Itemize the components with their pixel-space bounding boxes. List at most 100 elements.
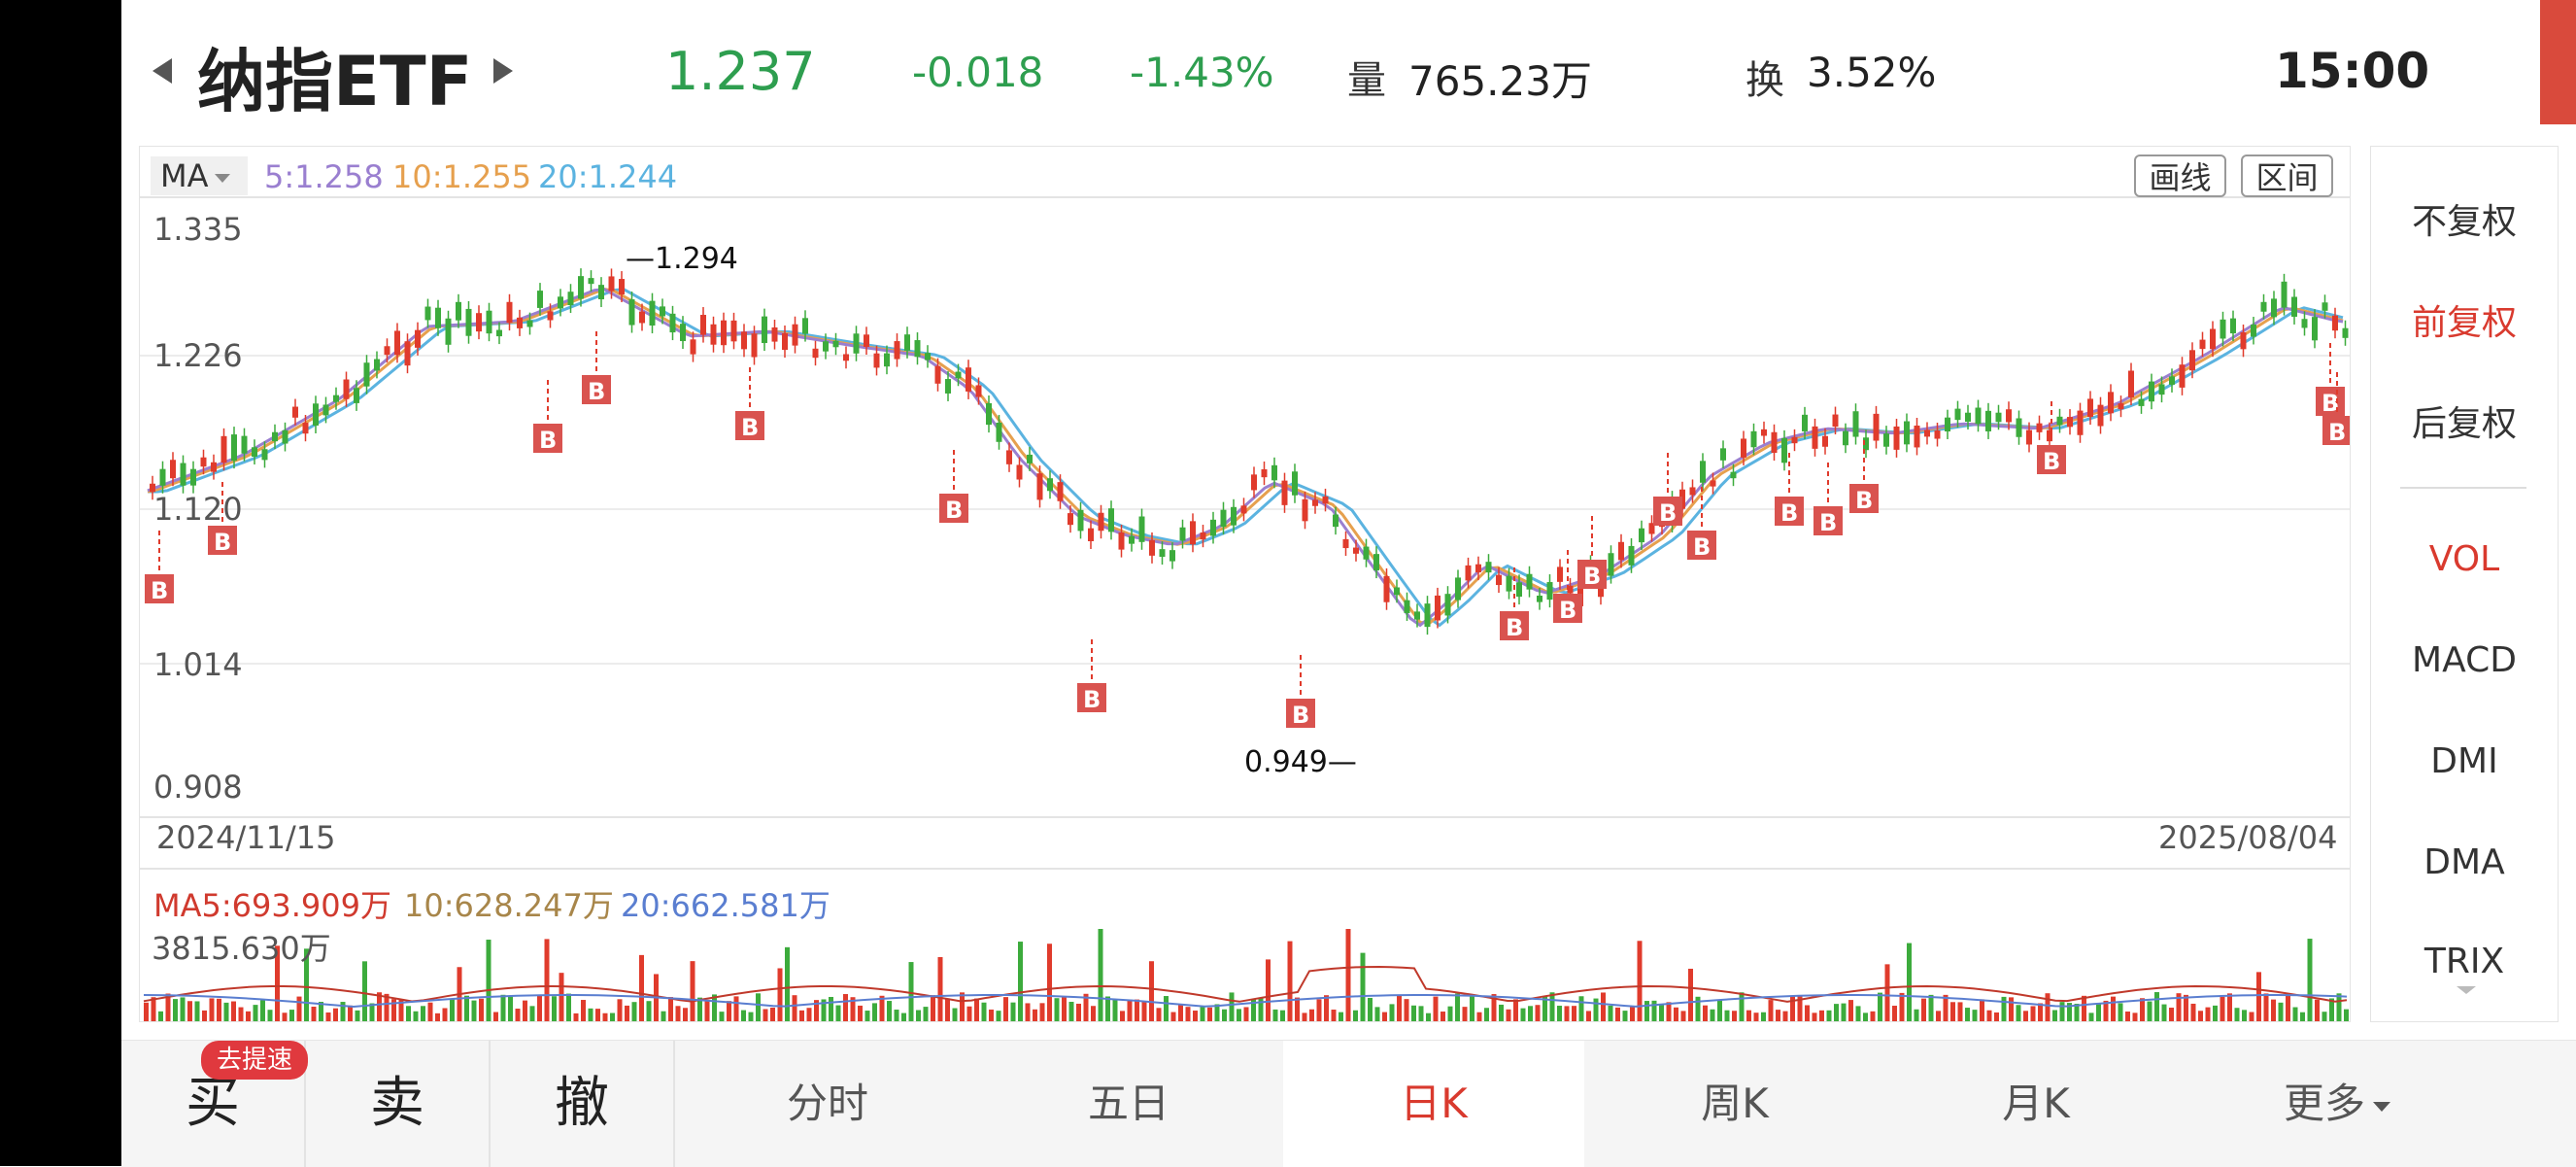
volume-bar xyxy=(2234,1008,2240,1021)
volume-bar xyxy=(960,992,965,1021)
indicator-dma[interactable]: DMA xyxy=(2423,842,2505,882)
volume-bar xyxy=(1105,996,1110,1021)
volume-bar xyxy=(2038,1003,2043,1021)
tab-monthly-k[interactable]: 月K xyxy=(2002,1080,2070,1127)
candle xyxy=(2047,429,2052,442)
volume-bar xyxy=(552,996,557,1021)
adj-backward-option[interactable]: 后复权 xyxy=(2411,404,2517,444)
candle xyxy=(2097,404,2104,427)
volume-bar xyxy=(2147,1001,2152,1021)
ma5-line xyxy=(147,288,2344,628)
volume-bar xyxy=(1025,1003,1031,1021)
candle xyxy=(2271,298,2277,318)
tab-intraday[interactable]: 分时 xyxy=(786,1080,868,1127)
indicator-macd[interactable]: MACD xyxy=(2412,640,2517,680)
volume-bar xyxy=(1295,997,1300,1021)
volume-bar xyxy=(1972,1010,1978,1021)
volume-bar xyxy=(1674,1007,1678,1021)
candle xyxy=(1047,478,1053,492)
volume-bar xyxy=(319,1002,323,1021)
volume-bar xyxy=(1120,1011,1125,1021)
indicator-dmi[interactable]: DMI xyxy=(2430,741,2498,781)
volume-bar xyxy=(2176,993,2182,1021)
volume-bar xyxy=(1863,1013,1868,1021)
buy-button[interactable]: 买 xyxy=(121,1041,306,1167)
volume-bar xyxy=(814,1000,819,1021)
candle xyxy=(1526,573,1533,590)
volume-bar xyxy=(1601,992,1606,1021)
prev-stock-arrow-icon[interactable] xyxy=(153,58,172,84)
candle xyxy=(1455,577,1461,601)
volume-bar xyxy=(631,1002,637,1021)
candle xyxy=(1363,546,1370,560)
cancel-order-button[interactable]: 撤 xyxy=(491,1041,675,1167)
volume-bar xyxy=(2045,993,2051,1021)
volume-bar xyxy=(1826,1010,1832,1021)
sell-button[interactable]: 卖 xyxy=(306,1041,491,1167)
tab-weekly-k[interactable]: 周K xyxy=(1701,1080,1769,1127)
indicator-trix[interactable]: TRIX xyxy=(2423,942,2505,981)
volume-bar xyxy=(2096,1003,2101,1021)
indicator-vol[interactable]: VOL xyxy=(2428,539,2500,579)
volume-bar xyxy=(646,1001,652,1021)
volume-bar xyxy=(981,1002,987,1021)
volume-bar xyxy=(421,1006,425,1021)
buy-signal-marker xyxy=(145,574,174,603)
tab-more[interactable]: 更多 xyxy=(2186,1041,2488,1167)
volume-bar xyxy=(1433,996,1439,1021)
volume-bar xyxy=(1542,996,1547,1021)
candle xyxy=(1628,545,1635,566)
ma-dropdown[interactable]: MA xyxy=(151,156,248,195)
volume-bar xyxy=(500,994,506,1021)
candle xyxy=(608,276,615,292)
candle xyxy=(2251,325,2256,337)
buy-signal-marker xyxy=(939,494,968,523)
candle xyxy=(690,339,696,355)
volume-bar xyxy=(1761,1012,1766,1021)
candle xyxy=(476,313,482,332)
volume-bar xyxy=(1272,1009,1278,1021)
candle xyxy=(1567,585,1574,594)
volume-bar xyxy=(2067,1003,2072,1021)
kline-chart-panel[interactable]: —1.294 0.949— B B B B B B B B B B B B B B B B B B B MA 5:1.2… xyxy=(139,146,2351,1022)
adj-forward-option[interactable]: 前复权 xyxy=(2411,303,2517,343)
close-button[interactable] xyxy=(2540,0,2576,124)
candle xyxy=(1710,480,1716,487)
volume-bar xyxy=(1200,1006,1205,1021)
candle xyxy=(1802,414,1808,431)
sell-label: 卖 xyxy=(370,1072,424,1135)
candle xyxy=(1292,471,1298,496)
tab-five-day[interactable]: 五日 xyxy=(1087,1080,1169,1127)
volume-bar xyxy=(1739,992,1745,1021)
next-stock-arrow-icon[interactable] xyxy=(493,58,513,84)
volume-bar xyxy=(1848,1000,1853,1021)
volume-bar xyxy=(187,1001,192,1021)
buy-label: 买 xyxy=(186,1072,240,1135)
buy-signal-label: B xyxy=(1506,614,1523,641)
volume-bar xyxy=(1360,952,1366,1021)
candle xyxy=(628,299,635,326)
draw-line-button[interactable]: 画线 xyxy=(2134,154,2226,197)
volume-bar xyxy=(1805,1005,1810,1021)
volume-bar xyxy=(2023,1011,2028,1021)
volume-bar xyxy=(1237,1009,1241,1021)
adj-none-option[interactable]: 不复权 xyxy=(2411,202,2517,242)
volume-bar xyxy=(1476,1012,1482,1021)
speed-badge[interactable]: 去提速 xyxy=(201,1041,308,1080)
volume-bar xyxy=(858,1005,863,1021)
volume-bar xyxy=(1943,994,1949,1021)
volume-bar xyxy=(1695,996,1701,1021)
candle xyxy=(660,306,665,317)
candle xyxy=(1373,554,1379,571)
candle xyxy=(2108,392,2114,414)
range-button[interactable]: 区间 xyxy=(2241,154,2333,197)
candle xyxy=(2036,423,2043,432)
volume-bar xyxy=(966,1006,972,1021)
volume-bar xyxy=(173,999,178,1021)
volume-bar xyxy=(1586,1011,1591,1021)
candle xyxy=(2006,409,2012,423)
candle xyxy=(1883,433,1889,447)
candle xyxy=(517,317,523,328)
tab-daily-k[interactable]: 日K xyxy=(1283,1041,1584,1167)
